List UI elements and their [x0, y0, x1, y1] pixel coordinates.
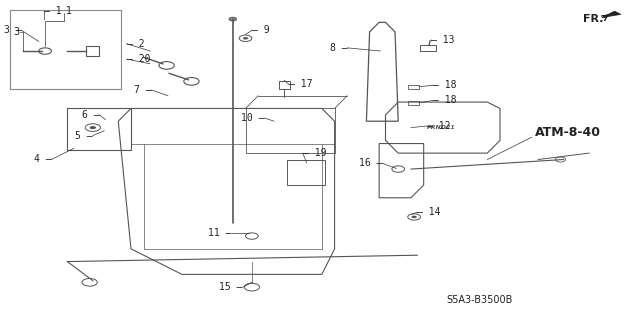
Text: 1: 1 — [66, 6, 72, 16]
Circle shape — [90, 126, 96, 129]
Text: PRND21: PRND21 — [427, 125, 456, 130]
Bar — [10, 10, 122, 89]
Bar — [287, 160, 325, 185]
Text: — 20: — 20 — [127, 54, 150, 64]
Text: 3: 3 — [13, 27, 20, 37]
Text: 16 —: 16 — — [359, 158, 382, 168]
Text: — 2: — 2 — [127, 39, 144, 49]
Text: — 17: — 17 — [289, 79, 312, 89]
Text: 8 —: 8 — — [330, 43, 348, 53]
Bar — [408, 101, 419, 105]
Text: 5 —: 5 — — [75, 130, 93, 141]
Text: — 18: — 18 — [433, 80, 457, 90]
Text: 11 —: 11 — — [208, 228, 232, 238]
Text: 15 —: 15 — — [220, 282, 243, 292]
Polygon shape — [602, 11, 621, 18]
Text: 3 —: 3 — — [4, 25, 22, 35]
Circle shape — [229, 17, 237, 21]
Text: ATM-8-40: ATM-8-40 — [535, 126, 601, 139]
Bar — [408, 85, 419, 89]
Text: — 19: — 19 — [303, 148, 326, 158]
Text: FR.: FR. — [583, 13, 604, 24]
Text: — 9: — 9 — [252, 25, 269, 35]
Circle shape — [243, 37, 248, 40]
Bar — [278, 81, 290, 89]
Text: S5A3-B3500B: S5A3-B3500B — [446, 295, 512, 305]
Text: 4 —: 4 — — [34, 154, 51, 165]
Bar — [420, 45, 436, 51]
Text: — 1: — 1 — [44, 6, 61, 16]
Text: 7 —: 7 — — [134, 85, 151, 95]
Text: 10 —: 10 — — [241, 113, 264, 123]
Text: — 12: — 12 — [427, 121, 451, 131]
Bar — [86, 46, 99, 56]
Text: — 13: — 13 — [431, 35, 455, 45]
Text: — 14: — 14 — [417, 207, 441, 217]
Circle shape — [412, 216, 417, 218]
Text: 6 —: 6 — — [81, 110, 99, 120]
Text: — 18: — 18 — [433, 95, 457, 106]
